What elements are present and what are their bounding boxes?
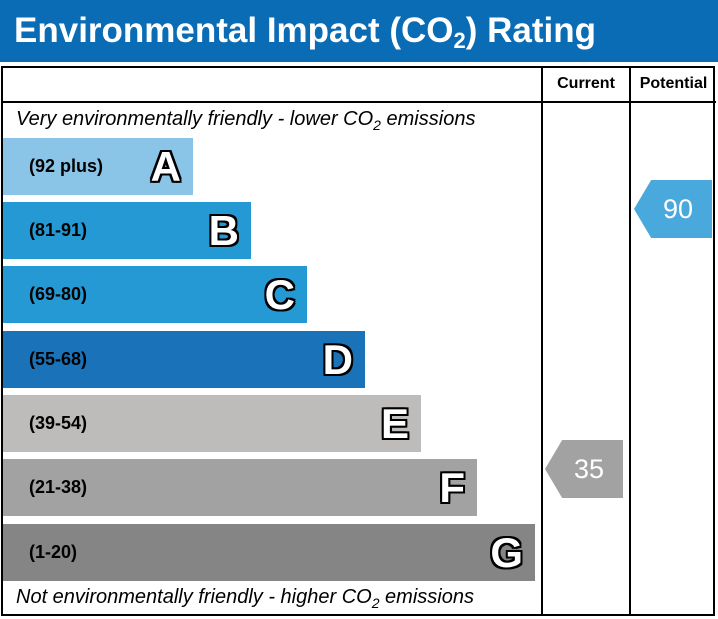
band-bar-d: (55-68) D — [3, 331, 365, 388]
header-divider — [1, 101, 716, 103]
column-divider — [629, 66, 631, 616]
band-letter: D — [322, 336, 353, 383]
band-range: (92 plus) — [29, 156, 104, 176]
column-divider — [541, 66, 543, 616]
band-range: (1-20) — [29, 542, 78, 562]
band-range: (69-80) — [29, 284, 88, 304]
chart-frame — [1, 66, 715, 616]
potential-column-header: Potential — [639, 75, 708, 92]
top-note-end: emissions — [380, 108, 476, 130]
title-text-end: ) Rating — [465, 11, 597, 50]
band-letter: F — [439, 464, 465, 511]
band-range: (39-54) — [29, 413, 88, 433]
band-letter: B — [208, 207, 239, 254]
band-bar-c: (69-80) C — [3, 266, 307, 323]
current-column-header: Current — [557, 75, 615, 92]
bottom-note: Not environmentally friendly - higher CO… — [16, 586, 474, 611]
band-letter: C — [264, 271, 295, 318]
current-rating-arrow: 35 — [545, 440, 623, 498]
bottom-note-sub: 2 — [371, 595, 380, 611]
band-bar-b: (81-91) B — [3, 202, 251, 259]
band-bar-a: (92 plus) A — [3, 138, 193, 195]
band-bar-f: (21-38) F — [3, 459, 477, 516]
bottom-note-text: Not environmentally friendly - higher CO — [16, 586, 372, 608]
band-bar-g: (1-20) G — [3, 524, 535, 581]
band-range: (81-91) — [29, 220, 88, 240]
band-letter: G — [490, 529, 523, 576]
band-range: (55-68) — [29, 349, 88, 369]
band-letter: A — [150, 143, 181, 190]
title-text: Environmental Impact (CO — [14, 11, 454, 50]
top-note-text: Very environmentally friendly - lower CO — [16, 108, 374, 130]
potential-rating-arrow: 90 — [634, 180, 712, 238]
band-range: (21-38) — [29, 477, 88, 497]
top-note-sub: 2 — [373, 117, 381, 133]
bottom-note-end: emissions — [379, 586, 474, 608]
band-letter: E — [380, 400, 409, 447]
band-bar-e: (39-54) E — [3, 395, 421, 452]
title-subscript: 2 — [453, 28, 466, 53]
top-note: Very environmentally friendly - lower CO… — [16, 108, 475, 133]
chart-title: Environmental Impact (CO2) Rating — [0, 0, 718, 62]
